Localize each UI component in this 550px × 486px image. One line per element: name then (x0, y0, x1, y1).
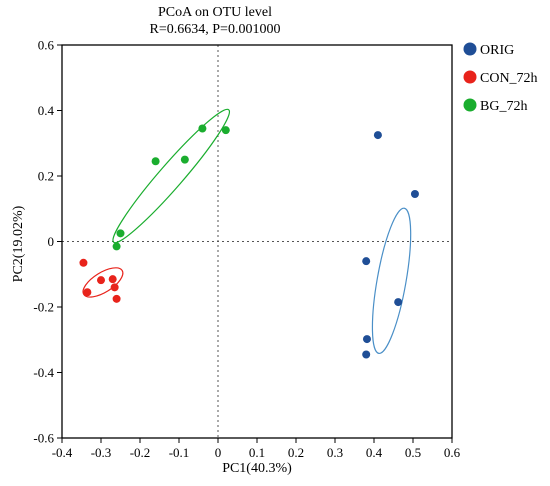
chart-title: PCoA on OTU level (158, 5, 272, 20)
y-tick-label: 0.6 (38, 38, 55, 53)
chart-subtitle: R=0.6634, P=0.001000 (150, 22, 281, 37)
data-point-bg-72h (151, 157, 160, 166)
y-tick-label: 0.2 (38, 169, 54, 184)
plot-area (62, 45, 452, 438)
x-tick-label: 0.6 (444, 445, 461, 460)
y-tick-label: 0.4 (38, 103, 55, 118)
data-point-con-72h (97, 276, 105, 285)
y-axis-label: PC2(19.02%) (11, 205, 26, 282)
data-point-orig (394, 298, 403, 307)
data-point-orig (410, 190, 419, 199)
x-tick-label: -0.2 (130, 445, 151, 460)
x-tick-label: 0.2 (288, 445, 304, 460)
data-point-bg-72h (221, 126, 230, 135)
data-point-bg-72h (198, 124, 207, 133)
y-tick-label: 0 (48, 234, 55, 249)
legend-marker-bg-72h (463, 98, 477, 112)
x-axis-label: PC1(40.3%) (222, 461, 292, 476)
data-point-orig (362, 257, 371, 266)
data-point-con-72h (108, 275, 117, 284)
legend-label-bg-72h: BG_72h (480, 99, 527, 114)
confidence-ellipse-bg-72h (112, 108, 231, 244)
x-tick-label: 0.5 (405, 445, 421, 460)
data-point-orig (362, 335, 371, 344)
y-tick-label: -0.4 (33, 365, 54, 380)
x-tick-label: -0.4 (52, 445, 73, 460)
x-tick-label: 0.4 (366, 445, 383, 460)
data-point-con-72h (110, 283, 119, 292)
y-tick-label: -0.2 (33, 300, 54, 315)
axes: -0.4 -0.3 -0.2 -0.1 0 0.1 0.2 0.3 0.4 0.5 0.6-0.6-… (33, 38, 460, 461)
confidence-ellipse-orig (371, 207, 412, 355)
data-point-orig (373, 131, 382, 140)
legend-label-orig: ORIG (480, 43, 514, 58)
legend: ORIG CON_72h BG_72h (463, 42, 538, 114)
data-point-con-72h (112, 294, 121, 303)
x-tick-label: 0.3 (327, 445, 343, 460)
x-tick-label: -0.3 (91, 445, 112, 460)
data-point-orig (362, 350, 371, 359)
x-tick-label: -0.1 (169, 445, 190, 460)
x-tick-label: 0.1 (249, 445, 265, 460)
data-point-bg-72h (116, 229, 125, 238)
legend-marker-con-72h (463, 70, 477, 84)
legend-marker-orig (463, 42, 477, 56)
data-point-con-72h (79, 258, 88, 267)
x-tick-label: 0 (215, 445, 222, 460)
data-point-bg-72h (112, 242, 121, 251)
y-tick-label: -0.6 (33, 431, 54, 446)
data-point-con-72h (83, 288, 92, 297)
confidence-ellipse-con-72h (82, 267, 124, 298)
legend-label-con-72h: CON_72h (480, 71, 538, 86)
data-point-bg-72h (180, 155, 189, 164)
